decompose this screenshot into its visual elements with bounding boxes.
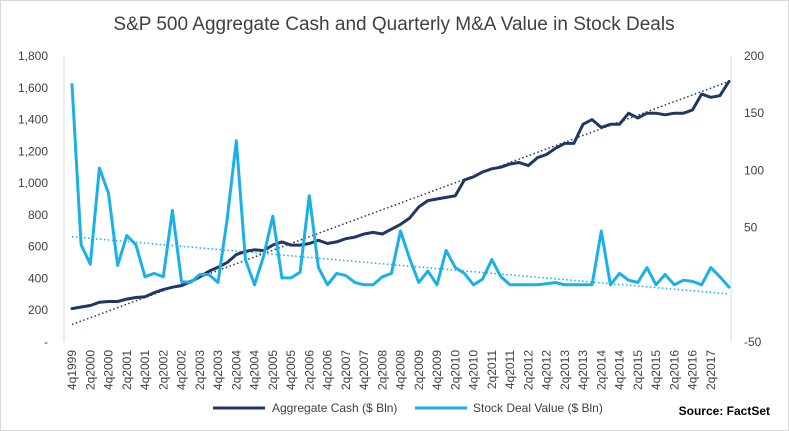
x-tick-label: 4q2001 (138, 350, 152, 390)
x-tick-label: 4q2005 (284, 350, 298, 390)
right-axis-ticks: -50 50 100 150 200 (744, 49, 764, 349)
x-tick-label: 4q2007 (357, 350, 371, 390)
right-tick-label: 150 (744, 106, 764, 120)
left-tick-label: - (44, 335, 48, 349)
left-tick-label: 800 (28, 208, 48, 222)
x-tick-label: 2q2006 (302, 350, 316, 390)
x-tick-label: 4q2010 (467, 350, 481, 390)
x-tick-label: 4q2016 (686, 350, 700, 390)
x-tick-label: 4q2002 (175, 350, 189, 390)
x-tick-label: 4q2015 (649, 350, 663, 390)
left-tick-label: 1,000 (18, 176, 48, 190)
right-tick-label: -50 (744, 335, 762, 349)
x-tick-label: 4q2006 (321, 350, 335, 390)
left-tick-label: 1,200 (18, 144, 48, 158)
x-tick-label: 2q2014 (594, 350, 608, 390)
x-tick-label: 2q2013 (558, 350, 572, 390)
x-tick-label: 2q2003 (193, 350, 207, 390)
x-tick-label: 2q2009 (412, 350, 426, 390)
left-tick-label: 1,600 (18, 81, 48, 95)
right-tick-label: 100 (744, 163, 764, 177)
x-tick-label: 4q2004 (248, 350, 262, 390)
x-tick-label: 4q2012 (540, 350, 554, 390)
x-tick-label: 2q2016 (667, 350, 681, 390)
x-tick-label: 2q2000 (83, 350, 97, 390)
x-tick-label: 4q2008 (394, 350, 408, 390)
x-tick-label: 2q2007 (339, 350, 353, 390)
x-tick-label: 2q2012 (521, 350, 535, 390)
x-tick-label: 4q2011 (503, 350, 517, 389)
x-tick-label: 4q2009 (430, 350, 444, 390)
x-tick-label: 4q1999 (65, 350, 79, 390)
legend: Aggregate Cash ($ Bln) Stock Deal Value (… (213, 401, 603, 415)
aggregate-cash-line (70, 79, 731, 311)
left-tick-label: 400 (28, 271, 48, 285)
x-tick-label: 2q2002 (156, 350, 170, 390)
source-note: Source: FactSet (679, 404, 770, 418)
left-tick-label: 1,400 (18, 113, 48, 127)
right-tick-label: 200 (744, 49, 764, 63)
left-tick-label: 600 (28, 240, 48, 254)
x-tick-label: 2q2004 (229, 350, 243, 390)
x-tick-label: 2q2015 (631, 350, 645, 390)
left-tick-label: 1,800 (18, 49, 48, 63)
right-tick-label: 50 (744, 221, 758, 235)
x-tick-label: 4q2013 (576, 350, 590, 390)
series-lines (70, 79, 731, 311)
x-tick-label: 4q2014 (613, 350, 627, 390)
x-axis-ticks: 4q1999 2q2000 4q2000 2q2001 4q2001 2q2002 4q20… (65, 350, 718, 390)
left-tick-label: 200 (28, 303, 48, 317)
chart-title: S&P 500 Aggregate Cash and Quarterly M&A… (113, 14, 674, 35)
x-tick-label: 2q2017 (704, 350, 718, 390)
left-axis-ticks: - 200 400 600 800 1,000 1,200 1,400 1,600 1,800 (18, 49, 48, 349)
stock-deal-value-line (70, 83, 731, 289)
x-tick-label: 2q2010 (448, 350, 462, 390)
x-tick-label: 2q2001 (120, 350, 134, 390)
x-tick-label: 2q2005 (266, 350, 280, 390)
legend-label-aggregate-cash: Aggregate Cash ($ Bln) (272, 401, 397, 415)
x-tick-label: 2q2011 (485, 350, 499, 389)
x-tick-label: 2q2008 (375, 350, 389, 390)
legend-label-stock-deal-value: Stock Deal Value ($ Bln) (473, 401, 603, 415)
x-tick-label: 4q2003 (211, 350, 225, 390)
x-tick-label: 4q2000 (102, 350, 116, 390)
